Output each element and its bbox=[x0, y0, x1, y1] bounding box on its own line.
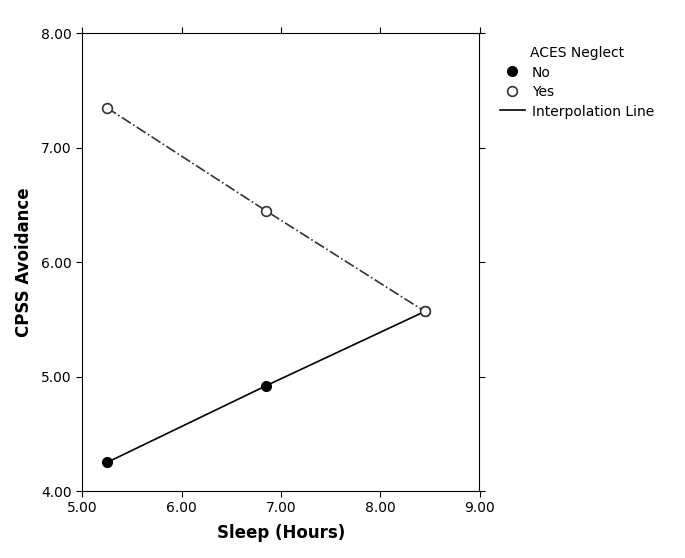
Legend: No, Yes, Interpolation Line: No, Yes, Interpolation Line bbox=[495, 40, 660, 124]
X-axis label: Sleep (Hours): Sleep (Hours) bbox=[216, 524, 345, 542]
Y-axis label: CPSS Avoidance: CPSS Avoidance bbox=[14, 187, 33, 337]
